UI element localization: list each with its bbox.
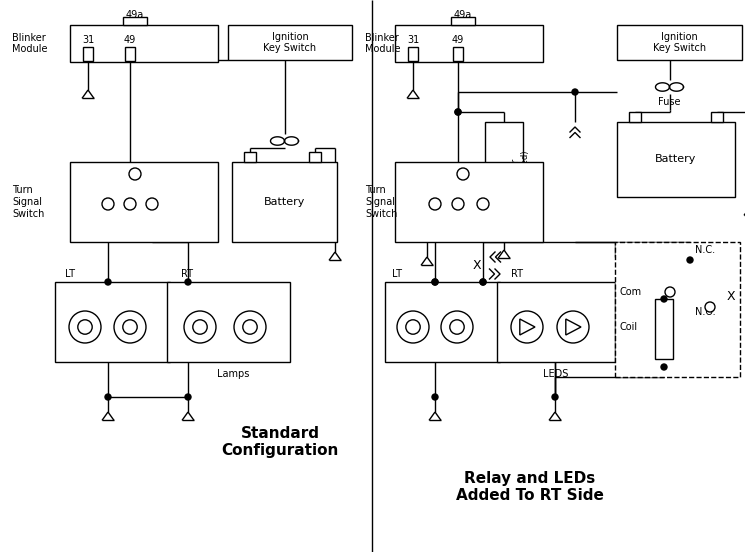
Text: Ignition
Key Switch: Ignition Key Switch [264, 31, 317, 54]
Circle shape [129, 168, 141, 180]
Bar [655, 299, 673, 359]
Text: N.C.: N.C. [695, 245, 715, 255]
Polygon shape [520, 319, 535, 335]
Circle shape [705, 302, 715, 312]
Circle shape [665, 287, 675, 297]
Text: 49a: 49a [126, 10, 144, 20]
Bar [615, 242, 740, 377]
Circle shape [455, 109, 461, 115]
Bar [70, 25, 218, 62]
Text: Relay and LEDs
Added To RT Side: Relay and LEDs Added To RT Side [456, 471, 604, 503]
Circle shape [406, 320, 420, 334]
Text: Com: Com [620, 287, 642, 297]
Circle shape [432, 279, 438, 285]
Circle shape [123, 320, 137, 334]
Circle shape [234, 311, 266, 343]
Circle shape [105, 394, 111, 400]
Text: (If Required): (If Required) [521, 151, 530, 203]
Bar [70, 162, 218, 242]
Text: 49a: 49a [454, 10, 472, 20]
Circle shape [185, 394, 191, 400]
Circle shape [687, 257, 693, 263]
Text: 31: 31 [407, 35, 419, 45]
Text: LT: LT [65, 269, 75, 279]
Bar [617, 25, 742, 60]
Circle shape [432, 394, 438, 400]
Circle shape [114, 311, 146, 343]
Bar [451, 17, 475, 25]
Circle shape [243, 320, 257, 334]
Bar [244, 152, 256, 162]
Circle shape [457, 168, 469, 180]
Circle shape [480, 279, 486, 285]
Circle shape [661, 364, 667, 370]
Text: Turn
Signal
Switch: Turn Signal Switch [12, 185, 45, 219]
Bar [711, 112, 723, 122]
Bar [167, 282, 290, 362]
Text: RT: RT [181, 269, 193, 279]
Circle shape [452, 198, 464, 210]
Text: LEDS: LEDS [543, 369, 568, 379]
Circle shape [480, 279, 486, 285]
Bar [629, 112, 641, 122]
Bar [125, 47, 135, 61]
Circle shape [77, 320, 92, 334]
Circle shape [105, 279, 111, 285]
Circle shape [450, 320, 464, 334]
Text: 49: 49 [452, 35, 464, 45]
Text: X: X [726, 290, 735, 304]
Text: Ignition
Key Switch: Ignition Key Switch [653, 31, 706, 54]
Text: LT: LT [392, 269, 402, 279]
Bar [408, 47, 418, 61]
Circle shape [184, 311, 216, 343]
Bar [497, 282, 615, 362]
Bar [395, 162, 543, 242]
Bar [123, 17, 147, 25]
Bar [309, 152, 321, 162]
Circle shape [477, 198, 489, 210]
Circle shape [552, 394, 558, 400]
Circle shape [102, 198, 114, 210]
Text: 31: 31 [82, 35, 94, 45]
Text: Resistor: Resistor [510, 157, 520, 197]
Circle shape [441, 311, 473, 343]
Circle shape [429, 198, 441, 210]
Circle shape [572, 89, 578, 95]
Text: Battery: Battery [656, 155, 697, 164]
Circle shape [146, 198, 158, 210]
Bar [617, 122, 735, 197]
Text: N.O.: N.O. [695, 307, 716, 317]
Circle shape [69, 311, 101, 343]
Circle shape [455, 109, 461, 115]
Bar [453, 47, 463, 61]
Text: Coil: Coil [620, 322, 638, 332]
Circle shape [557, 311, 589, 343]
Text: Lamps: Lamps [218, 369, 250, 379]
Text: Turn
Signal
Switch: Turn Signal Switch [365, 185, 397, 219]
Bar [395, 25, 543, 62]
Circle shape [432, 279, 438, 285]
Bar [55, 282, 170, 362]
Bar [228, 25, 352, 60]
Text: Battery: Battery [264, 197, 305, 207]
Polygon shape [565, 319, 581, 335]
Circle shape [511, 311, 543, 343]
Text: Blinker
Module: Blinker Module [12, 33, 48, 54]
Circle shape [185, 279, 191, 285]
Text: 49: 49 [124, 35, 136, 45]
Text: Blinker
Module: Blinker Module [365, 33, 401, 54]
Text: Standard
Configuration: Standard Configuration [221, 426, 339, 458]
Circle shape [661, 296, 667, 302]
Bar [485, 122, 523, 232]
Circle shape [397, 311, 429, 343]
Bar [385, 282, 500, 362]
Text: RT: RT [511, 269, 523, 279]
Circle shape [124, 198, 136, 210]
Text: Fuse: Fuse [659, 97, 681, 107]
Bar [232, 162, 337, 242]
Text: X: X [472, 259, 481, 272]
Circle shape [193, 320, 207, 334]
Bar [83, 47, 93, 61]
